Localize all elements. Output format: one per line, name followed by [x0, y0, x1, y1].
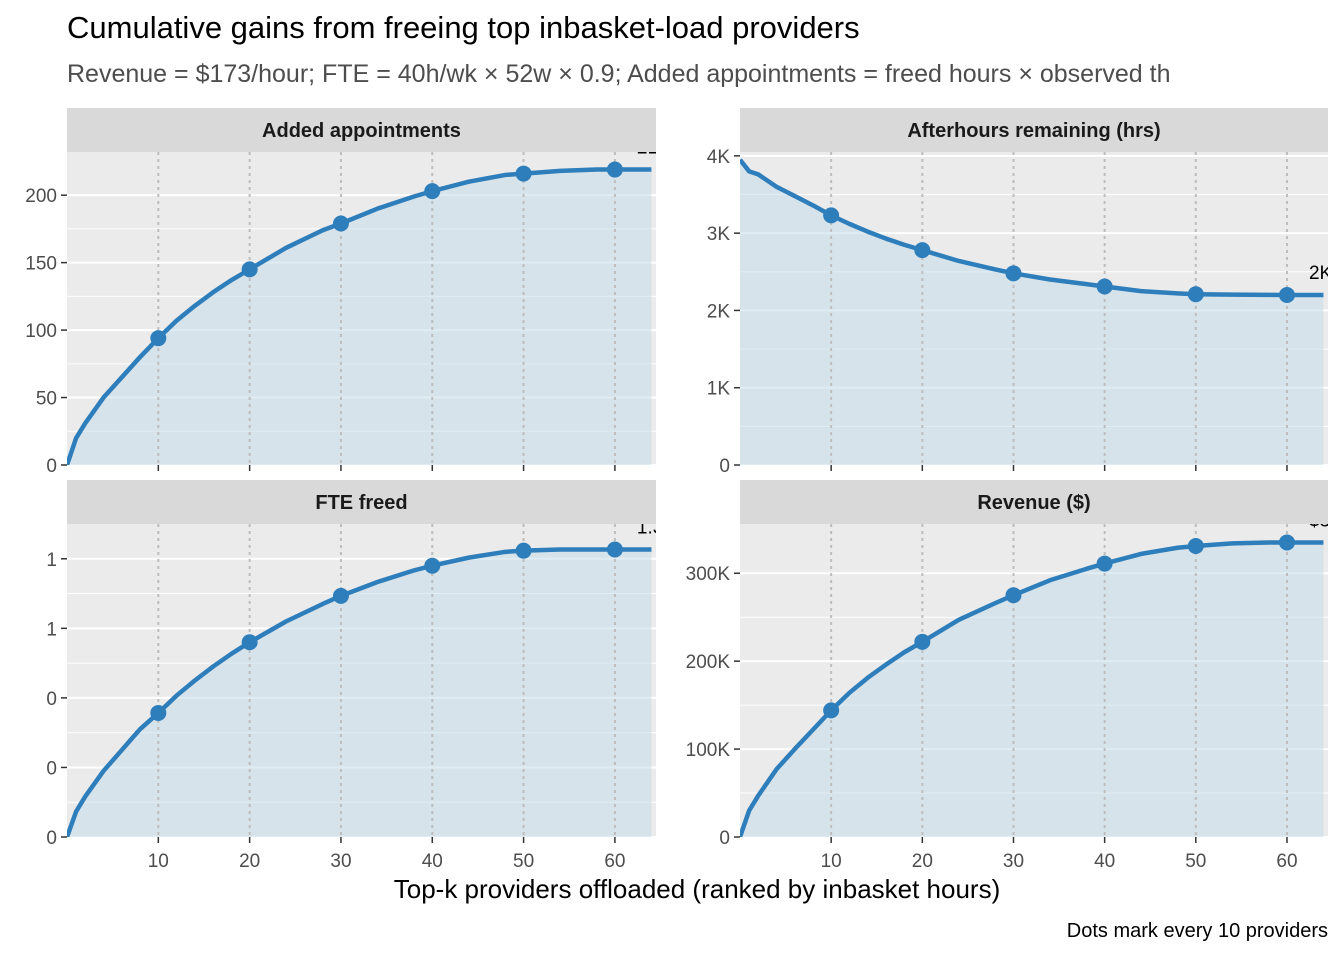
y-tick-label: 1	[46, 550, 57, 571]
end-value-label: 219	[637, 138, 669, 159]
x-axis-label: Top-k providers offloaded (ranked by inb…	[393, 874, 1001, 904]
x-tick-label: 40	[1094, 851, 1115, 872]
y-tick-label: 100	[25, 321, 57, 342]
y-tick-label: 200	[25, 186, 57, 207]
data-point-marker	[1005, 587, 1022, 604]
data-point-marker	[332, 215, 349, 232]
x-tick-label: 60	[1276, 851, 1297, 872]
end-value-label: 2K	[1309, 263, 1333, 284]
facet-title: Revenue ($)	[977, 492, 1090, 514]
y-tick-label: 1K	[707, 379, 731, 400]
y-tick-label: 4K	[707, 147, 731, 168]
data-point-marker	[823, 207, 840, 224]
y-tick-label: 3K	[707, 224, 731, 245]
data-point-marker	[606, 161, 623, 178]
chart-caption: Dots mark every 10 providers	[1066, 920, 1328, 942]
facet-title: Afterhours remaining (hrs)	[907, 120, 1160, 142]
x-tick-label: 10	[821, 851, 842, 872]
data-point-marker	[150, 330, 167, 347]
x-tick-label: 60	[604, 851, 625, 872]
data-point-marker	[606, 541, 623, 558]
chart-title: Cumulative gains from freeing top inbask…	[67, 10, 860, 45]
x-tick-label: 40	[422, 851, 443, 872]
end-value-label: $335,...	[1309, 510, 1344, 531]
data-point-marker	[1187, 537, 1204, 554]
y-tick-label: 50	[36, 389, 57, 410]
data-point-marker	[1278, 534, 1295, 551]
y-tick-label: 0	[46, 828, 57, 849]
data-point-marker	[1278, 286, 1295, 303]
y-tick-label: 2K	[707, 301, 731, 322]
x-tick-label: 20	[912, 851, 933, 872]
data-point-marker	[1187, 286, 1204, 303]
data-point-marker	[1096, 555, 1113, 572]
y-tick-label: 150	[25, 254, 57, 275]
x-tick-label: 10	[148, 851, 169, 872]
data-point-marker	[1005, 265, 1022, 282]
facet-panel-4: Revenue ($) 0 100K 200K 300K $335,... 10 20 30 40…	[686, 480, 1344, 872]
y-tick-label: 1	[46, 619, 57, 640]
chart-subtitle: Revenue = $173/hour; FTE = 40h/wk × 52w …	[67, 60, 1171, 88]
x-tick-label: 30	[1003, 851, 1024, 872]
area-fill	[740, 159, 1324, 465]
data-point-marker	[332, 587, 349, 604]
data-point-marker	[424, 557, 441, 574]
data-point-marker	[515, 165, 532, 182]
area-fill	[740, 542, 1324, 837]
data-point-marker	[241, 261, 258, 278]
y-tick-label: 0	[46, 758, 57, 779]
data-point-marker	[1096, 278, 1113, 295]
end-value-label: 1.3	[637, 518, 663, 539]
y-tick-label: 0	[719, 456, 730, 477]
data-point-marker	[424, 183, 441, 200]
facet-title: Added appointments	[262, 120, 461, 142]
data-point-marker	[150, 704, 167, 721]
y-tick-label: 100K	[686, 740, 731, 761]
facet-panel-1: Added appointments 0 50 100 150 200 219	[25, 108, 669, 477]
y-tick-label: 200K	[686, 652, 731, 673]
y-tick-label: 300K	[686, 564, 731, 585]
facet-title: FTE freed	[315, 492, 407, 514]
data-point-marker	[823, 702, 840, 719]
x-tick-label: 20	[239, 851, 260, 872]
facet-panel-2: Afterhours remaining (hrs) 0 1K 2K 3K 4K 2K	[707, 108, 1333, 477]
facet-strip	[740, 108, 1328, 152]
data-point-marker	[515, 542, 532, 559]
x-tick-label: 30	[330, 851, 351, 872]
x-tick-label: 50	[513, 851, 534, 872]
data-point-marker	[914, 242, 931, 259]
data-point-marker	[241, 634, 258, 651]
y-tick-label: 0	[719, 828, 730, 849]
area-fill	[67, 169, 652, 465]
area-fill	[67, 549, 652, 837]
facet-strip	[67, 108, 656, 152]
data-point-marker	[914, 633, 931, 650]
y-tick-label: 0	[46, 456, 57, 477]
y-tick-label: 0	[46, 689, 57, 710]
facet-panel-3: FTE freed 0 0 0 1 1 1.3 10 20 30 40 50 60	[46, 480, 663, 872]
facet-strip	[67, 480, 656, 524]
facet-strip	[740, 480, 1328, 524]
x-tick-label: 50	[1185, 851, 1206, 872]
